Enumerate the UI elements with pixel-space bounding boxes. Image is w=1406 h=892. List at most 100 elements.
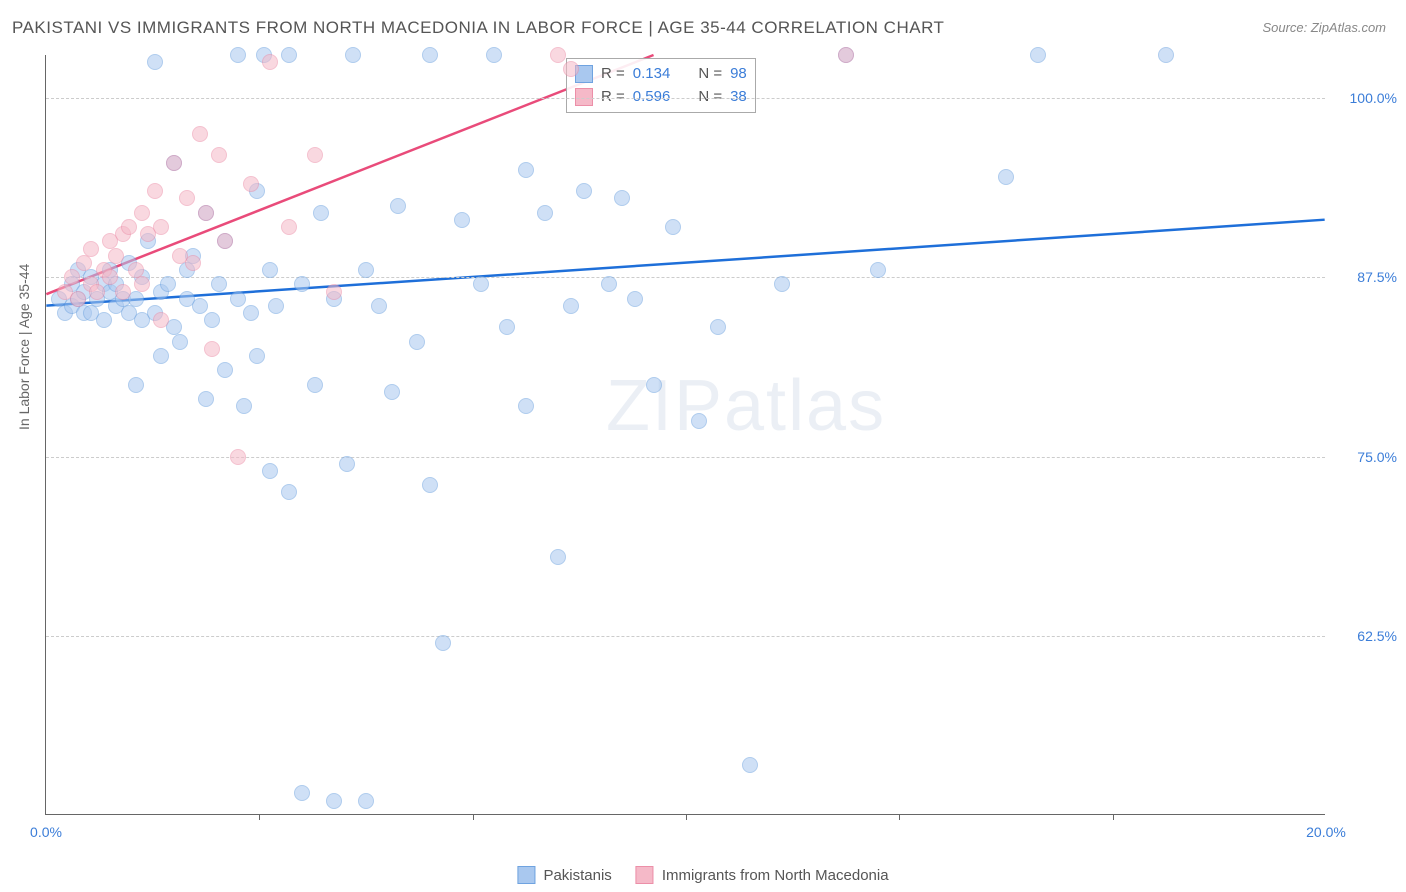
scatter-point (614, 190, 630, 206)
chart-title: PAKISTANI VS IMMIGRANTS FROM NORTH MACED… (12, 18, 944, 38)
scatter-point (211, 147, 227, 163)
scatter-point (243, 176, 259, 192)
gridline (46, 98, 1325, 99)
scatter-point (563, 298, 579, 314)
legend-item: Pakistanis (517, 866, 611, 884)
bottom-legend: Pakistanis Immigrants from North Macedoni… (517, 866, 888, 884)
scatter-point (230, 449, 246, 465)
gridline (46, 636, 1325, 637)
scatter-point (422, 477, 438, 493)
scatter-point (550, 47, 566, 63)
r-value: 0.596 (633, 86, 671, 109)
scatter-point (204, 312, 220, 328)
scatter-point (153, 219, 169, 235)
scatter-point (870, 262, 886, 278)
ytick-label: 75.0% (1357, 449, 1397, 465)
scatter-point (838, 47, 854, 63)
scatter-point (70, 291, 86, 307)
scatter-point (160, 276, 176, 292)
scatter-point (166, 155, 182, 171)
xtick-mark (259, 814, 260, 820)
scatter-point (198, 391, 214, 407)
scatter-point (153, 312, 169, 328)
scatter-point (192, 126, 208, 142)
trend-line (46, 55, 653, 294)
scatter-point (774, 276, 790, 292)
legend-label: Immigrants from North Macedonia (662, 867, 889, 884)
scatter-point (262, 262, 278, 278)
scatter-point (313, 205, 329, 221)
n-value: 38 (730, 86, 747, 109)
scatter-point (243, 305, 259, 321)
scatter-point (249, 348, 265, 364)
xtick-mark (899, 814, 900, 820)
scatter-point (147, 183, 163, 199)
scatter-point (422, 47, 438, 63)
scatter-point (281, 484, 297, 500)
trend-lines (46, 55, 1325, 814)
legend-swatch (575, 88, 593, 106)
scatter-point (576, 183, 592, 199)
scatter-point (307, 377, 323, 393)
legend-item: Immigrants from North Macedonia (636, 866, 889, 884)
scatter-point (268, 298, 284, 314)
gridline (46, 277, 1325, 278)
scatter-point (179, 190, 195, 206)
scatter-point (307, 147, 323, 163)
r-value: 0.134 (633, 63, 671, 86)
xtick-label: 20.0% (1306, 824, 1346, 840)
scatter-point (1158, 47, 1174, 63)
scatter-point (499, 319, 515, 335)
source-label: Source: ZipAtlas.com (1262, 20, 1386, 35)
scatter-point (326, 793, 342, 809)
scatter-point (518, 398, 534, 414)
scatter-point (563, 61, 579, 77)
scatter-point (358, 793, 374, 809)
scatter-point (409, 334, 425, 350)
scatter-point (998, 169, 1014, 185)
legend-label: Pakistanis (543, 867, 611, 884)
scatter-point (83, 241, 99, 257)
ytick-label: 62.5% (1357, 628, 1397, 644)
scatter-point (371, 298, 387, 314)
scatter-point (115, 284, 131, 300)
scatter-point (435, 635, 451, 651)
n-label: N = (698, 86, 722, 109)
r-label: R = (601, 86, 625, 109)
scatter-point (627, 291, 643, 307)
scatter-point (153, 348, 169, 364)
scatter-point (710, 319, 726, 335)
scatter-point (76, 255, 92, 271)
scatter-point (134, 205, 150, 221)
scatter-point (230, 47, 246, 63)
scatter-point (121, 219, 137, 235)
xtick-mark (1113, 814, 1114, 820)
ytick-label: 87.5% (1357, 269, 1397, 285)
scatter-point (89, 284, 105, 300)
stats-row: R = 0.596 N = 38 (575, 86, 747, 109)
n-value: 98 (730, 63, 747, 86)
scatter-point (646, 377, 662, 393)
scatter-point (486, 47, 502, 63)
scatter-point (281, 219, 297, 235)
scatter-point (294, 785, 310, 801)
scatter-point (147, 54, 163, 70)
scatter-point (384, 384, 400, 400)
scatter-point (217, 233, 233, 249)
r-label: R = (601, 63, 625, 86)
y-axis-label: In Labor Force | Age 35-44 (16, 264, 32, 430)
scatter-point (1030, 47, 1046, 63)
scatter-point (230, 291, 246, 307)
scatter-point (108, 248, 124, 264)
scatter-point (345, 47, 361, 63)
scatter-point (390, 198, 406, 214)
scatter-point (473, 276, 489, 292)
scatter-point (64, 269, 80, 285)
scatter-point (96, 312, 112, 328)
scatter-point (665, 219, 681, 235)
scatter-point (134, 276, 150, 292)
scatter-point (326, 284, 342, 300)
ytick-label: 100.0% (1350, 90, 1397, 106)
scatter-point (185, 255, 201, 271)
scatter-point (172, 334, 188, 350)
